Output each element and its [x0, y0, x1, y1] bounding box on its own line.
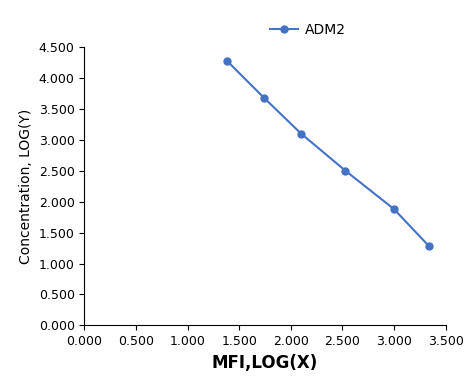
ADM2 [391, 207, 397, 211]
Legend: ADM2: ADM2 [265, 18, 352, 43]
X-axis label: MFI,LOG(X): MFI,LOG(X) [212, 354, 318, 372]
ADM2 [343, 169, 348, 173]
ADM2 [224, 58, 230, 63]
ADM2 [261, 95, 267, 100]
Y-axis label: Concentration, LOG(Y): Concentration, LOG(Y) [19, 109, 33, 264]
ADM2 [426, 244, 432, 249]
Line: ADM2: ADM2 [223, 57, 432, 250]
ADM2 [298, 131, 304, 136]
